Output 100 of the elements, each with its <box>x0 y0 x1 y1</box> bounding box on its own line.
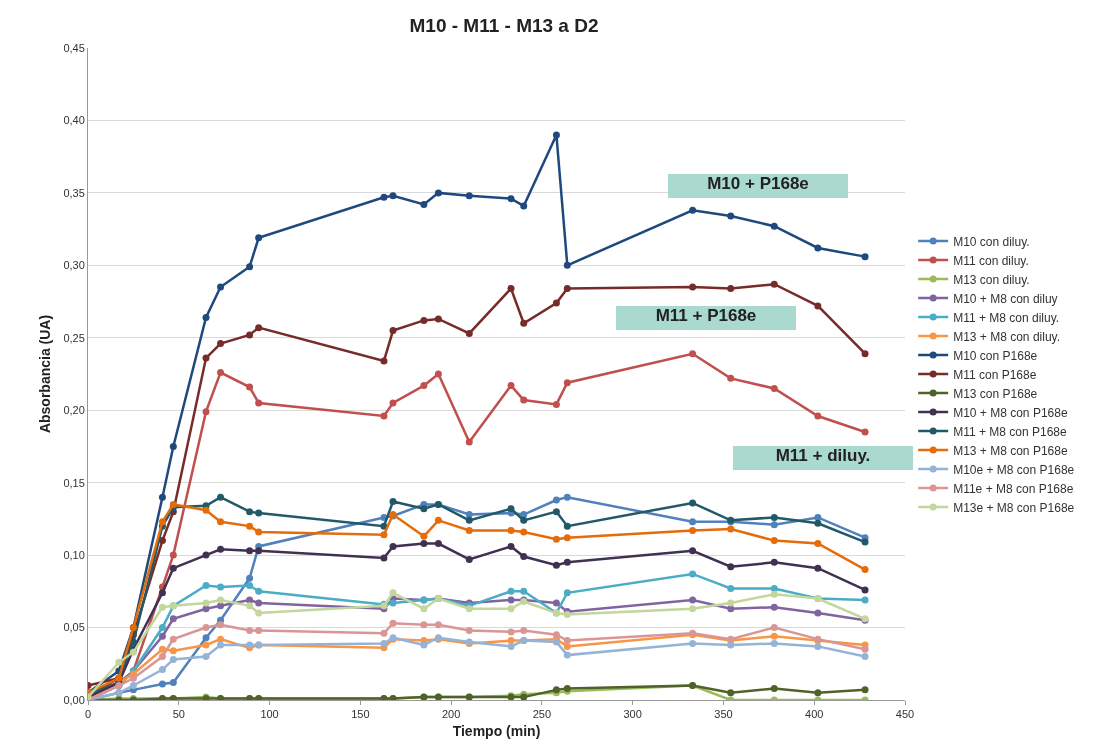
point <box>727 212 735 220</box>
point <box>420 621 428 629</box>
point <box>727 605 735 613</box>
point <box>507 605 515 613</box>
legend-label: M10 + M8 con P168e <box>953 405 1068 420</box>
y-tick-label: 0,30 <box>63 259 85 272</box>
point <box>861 686 869 694</box>
x-tick-label: 350 <box>714 708 733 721</box>
point <box>520 587 528 595</box>
point <box>169 679 177 687</box>
point <box>770 537 778 545</box>
y-tick-label: 0,05 <box>63 621 85 634</box>
point <box>552 599 560 607</box>
point <box>217 493 225 501</box>
point <box>389 498 397 505</box>
point <box>158 493 166 501</box>
point <box>246 508 254 516</box>
point <box>169 647 177 655</box>
point <box>563 589 571 597</box>
point <box>770 632 778 640</box>
point <box>465 516 473 524</box>
point <box>689 639 697 647</box>
point <box>420 532 428 540</box>
point <box>217 641 225 649</box>
point <box>727 563 735 571</box>
point <box>202 624 210 632</box>
point <box>814 609 822 617</box>
point <box>727 525 735 533</box>
point <box>507 382 515 390</box>
point <box>169 615 177 623</box>
point <box>380 357 388 365</box>
point <box>202 634 210 642</box>
point <box>169 655 177 663</box>
point <box>520 516 528 524</box>
point <box>255 609 263 617</box>
point <box>727 285 735 293</box>
point <box>689 206 697 214</box>
point <box>255 599 263 607</box>
point <box>202 653 210 661</box>
point <box>727 374 735 382</box>
point <box>420 200 428 208</box>
point <box>246 582 254 590</box>
point <box>507 542 515 550</box>
point <box>770 590 778 598</box>
point <box>246 547 254 555</box>
point <box>389 599 397 607</box>
legend-label: M13 + M8 con P168e <box>953 443 1068 458</box>
point <box>420 382 428 390</box>
point <box>255 234 263 242</box>
point <box>389 399 397 407</box>
point <box>770 280 778 288</box>
point <box>770 684 778 692</box>
point <box>552 535 560 543</box>
point <box>246 383 254 391</box>
point <box>217 340 225 348</box>
point <box>389 589 397 597</box>
point <box>434 189 442 197</box>
point <box>246 522 254 530</box>
point <box>246 626 254 634</box>
point <box>380 639 388 647</box>
point <box>255 626 263 634</box>
point <box>861 653 869 661</box>
point <box>563 558 571 566</box>
point <box>507 628 515 636</box>
point <box>420 540 428 548</box>
point <box>380 412 388 420</box>
point <box>552 508 560 516</box>
point <box>465 192 473 200</box>
x-tick-label: 150 <box>351 708 370 721</box>
point <box>420 316 428 324</box>
legend-label: M13 con diluy. <box>953 272 1030 287</box>
point <box>380 193 388 201</box>
point <box>434 370 442 378</box>
point <box>520 626 528 634</box>
point <box>770 513 778 521</box>
point <box>507 505 515 513</box>
x-tick-label: 100 <box>260 708 279 721</box>
point <box>563 637 571 645</box>
point <box>861 566 869 574</box>
point <box>465 438 473 446</box>
point <box>465 526 473 534</box>
y-tick-label: 0,40 <box>63 114 85 127</box>
point <box>861 538 869 546</box>
point <box>689 518 697 526</box>
point <box>563 642 571 650</box>
point <box>563 493 571 501</box>
point <box>689 499 697 507</box>
point <box>465 626 473 634</box>
point <box>217 369 225 377</box>
point <box>507 285 515 293</box>
point <box>770 639 778 647</box>
point <box>507 642 515 650</box>
y-tick-label: 0,45 <box>63 41 85 54</box>
point <box>563 534 571 542</box>
point <box>246 331 254 339</box>
point <box>217 283 225 291</box>
legend-label: M11 + M8 con P168e <box>953 424 1068 439</box>
point <box>861 586 869 594</box>
x-tick-label: 300 <box>623 708 642 721</box>
point <box>563 522 571 530</box>
